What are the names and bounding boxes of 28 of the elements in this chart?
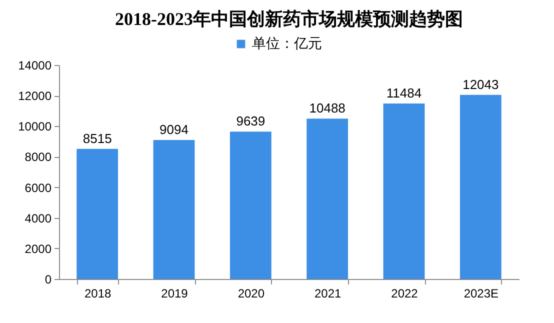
data-label: 9639 xyxy=(236,114,266,129)
y-tick-label: 2000 xyxy=(24,242,52,256)
data-label: 11484 xyxy=(386,85,422,100)
bar xyxy=(306,118,348,279)
x-tick-label: 2020 xyxy=(238,286,265,300)
data-label: 9094 xyxy=(160,122,188,137)
x-tick-label: 2021 xyxy=(314,286,342,300)
y-tick-label: 12000 xyxy=(18,89,52,104)
chart-title: 2018-2023年中国创新药市场规模预测趋势图 xyxy=(115,9,463,29)
y-tick-label: 0 xyxy=(44,272,52,286)
data-label: 12043 xyxy=(462,76,499,92)
legend-label: 单位：亿元 xyxy=(252,35,322,51)
y-tick-label: 8000 xyxy=(24,150,52,164)
x-tick-label: 2018 xyxy=(84,286,112,300)
x-tick-label: 2023E xyxy=(464,286,499,300)
data-label: 8515 xyxy=(82,130,112,146)
bar xyxy=(76,148,118,279)
bar xyxy=(153,140,195,279)
x-tick-label: 2022 xyxy=(391,286,418,300)
y-tick-label: 14000 xyxy=(18,58,52,72)
x-tick-label: 2019 xyxy=(161,286,188,300)
y-tick-label: 4000 xyxy=(24,211,52,226)
bar xyxy=(230,132,272,279)
y-tick-label: 6000 xyxy=(24,180,52,195)
bar xyxy=(383,103,425,279)
bar xyxy=(460,94,502,279)
y-tick-label: 10000 xyxy=(18,120,52,134)
data-label: 10488 xyxy=(309,100,346,116)
